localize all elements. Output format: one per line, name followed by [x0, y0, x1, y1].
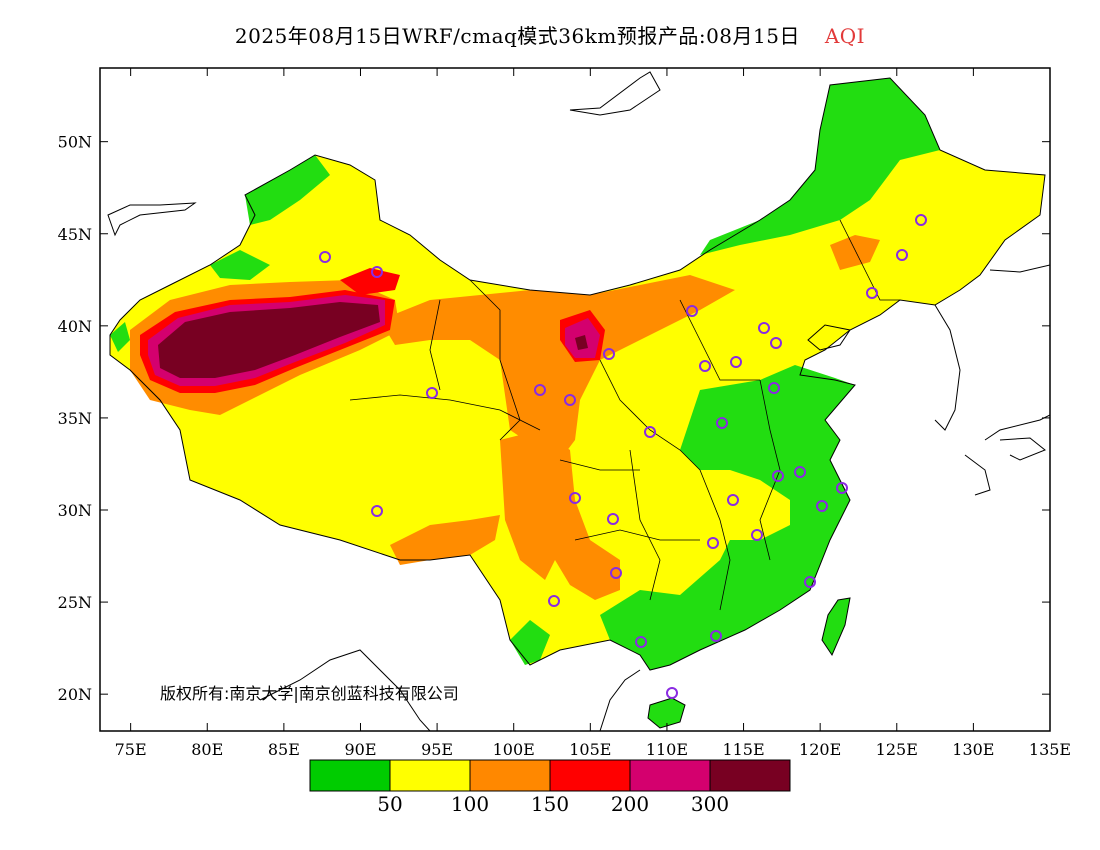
station-marker — [707, 537, 719, 549]
station-marker — [758, 322, 770, 334]
station-marker — [610, 567, 622, 579]
legend-swatch — [309, 759, 391, 792]
latitude-axis: 50N 45N 40N 35N 30N 25N 20N — [58, 133, 1050, 704]
severe-taklimakan-core — [158, 302, 380, 378]
orange-sichuan — [500, 430, 620, 600]
station-marker — [699, 360, 711, 372]
station-marker — [319, 251, 331, 263]
legend-swatch — [549, 759, 631, 792]
station-marker — [804, 576, 816, 588]
station-marker — [716, 417, 728, 429]
station-markers — [319, 214, 927, 699]
lon-tick-label: 95E — [421, 740, 453, 759]
station-marker — [371, 505, 383, 517]
legend-swatch — [709, 759, 791, 792]
station-marker — [896, 249, 908, 261]
coastlines — [107, 71, 1050, 731]
station-marker — [371, 266, 383, 278]
station-marker — [603, 348, 615, 360]
orange-north-china — [830, 235, 880, 270]
taiwan — [821, 597, 851, 657]
title-main: 2025年08月15日WRF/cmaq模式36km预报产品:08月15日 — [234, 24, 800, 48]
green-northeast — [700, 78, 940, 255]
station-marker — [710, 630, 722, 642]
station-marker — [569, 492, 581, 504]
station-marker — [666, 687, 678, 699]
green-west-strip — [210, 250, 270, 280]
legend-swatch — [629, 759, 711, 792]
station-marker — [770, 337, 782, 349]
green-southwest-patch — [510, 620, 550, 665]
station-marker — [564, 394, 576, 406]
station-marker — [836, 482, 848, 494]
station-marker — [727, 494, 739, 506]
legend-label: 150 — [530, 792, 570, 816]
lon-tick-label: 80E — [191, 740, 223, 759]
legend-swatch — [469, 759, 551, 792]
lat-tick-label: 30N — [58, 501, 92, 520]
orange-north-band — [380, 275, 735, 460]
red-north-xinjiang — [340, 268, 400, 295]
lon-tick-label: 90E — [344, 740, 376, 759]
map-title: 2025年08月15日WRF/cmaq模式36km预报产品:08月15日 AQI — [0, 20, 1100, 49]
legend-label: 100 — [450, 792, 490, 816]
station-marker — [607, 513, 619, 525]
station-marker — [772, 470, 784, 482]
station-marker — [768, 382, 780, 394]
station-marker — [644, 426, 656, 438]
green-far-west — [110, 322, 130, 352]
lat-tick-label: 45N — [58, 225, 92, 244]
lat-tick-label: 35N — [58, 409, 92, 428]
lat-tick-label: 25N — [58, 593, 92, 612]
severe-hotspot — [575, 335, 588, 350]
lon-tick-label: 115E — [722, 740, 764, 759]
lon-tick-label: 100E — [493, 740, 535, 759]
green-northwest — [245, 155, 330, 225]
legend-swatch — [389, 759, 471, 792]
map-contents — [107, 71, 1050, 731]
longitude-axis: 75E 80E 85E 90E 95E 100E 105E 110E 115E 120E 125E 1… — [115, 68, 1071, 759]
station-marker — [816, 500, 828, 512]
province-boundaries — [349, 219, 900, 611]
lat-tick-label: 50N — [58, 133, 92, 152]
plot-frame — [99, 67, 1051, 732]
china-border — [109, 77, 1046, 671]
lon-tick-label: 125E — [876, 740, 918, 759]
aqi-legend-bar — [309, 759, 791, 792]
lon-tick-label: 130E — [952, 740, 994, 759]
station-marker — [730, 356, 742, 368]
lon-tick-label: 85E — [268, 740, 300, 759]
copyright-notice: 版权所有:南京大学|南京创蓝科技有限公司 — [160, 684, 459, 703]
lon-tick-label: 75E — [115, 740, 147, 759]
station-marker — [426, 387, 438, 399]
legend-label: 50 — [377, 792, 403, 816]
station-marker — [548, 595, 560, 607]
green-south — [600, 365, 855, 670]
station-marker — [866, 287, 878, 299]
station-marker — [915, 214, 927, 226]
lat-tick-label: 20N — [58, 685, 92, 704]
lat-tick-label: 40N — [58, 317, 92, 336]
legend-label: 300 — [690, 792, 730, 816]
lon-tick-label: 110E — [646, 740, 688, 759]
title-variable: AQI — [824, 24, 866, 48]
lon-tick-label: 135E — [1029, 740, 1071, 759]
station-marker — [751, 529, 763, 541]
legend-label: 200 — [610, 792, 650, 816]
orange-tibet-east — [390, 515, 500, 565]
lon-tick-label: 120E — [799, 740, 841, 759]
lon-tick-label: 105E — [569, 740, 611, 759]
station-marker — [686, 305, 698, 317]
station-marker — [635, 636, 647, 648]
station-marker — [794, 466, 806, 478]
station-marker — [534, 384, 546, 396]
